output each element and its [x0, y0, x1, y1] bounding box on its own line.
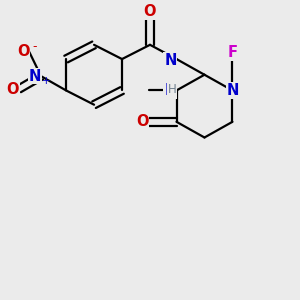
Text: O: O [7, 82, 19, 97]
Text: N: N [164, 83, 176, 98]
Text: O: O [144, 4, 156, 19]
Text: H: H [168, 52, 176, 66]
Text: H: H [168, 83, 176, 96]
Text: N: N [226, 83, 238, 98]
Text: O: O [17, 44, 29, 59]
Text: O: O [136, 114, 148, 129]
Text: N: N [164, 52, 176, 68]
Text: +: + [42, 76, 51, 86]
Text: F: F [227, 46, 237, 61]
Text: -: - [32, 40, 37, 53]
Text: N: N [29, 69, 41, 84]
